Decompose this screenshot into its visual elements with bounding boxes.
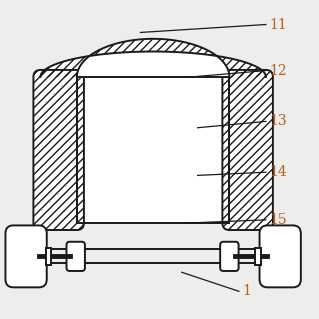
Bar xyxy=(46,248,51,265)
Bar xyxy=(256,248,261,265)
Text: 15: 15 xyxy=(269,213,287,227)
Bar xyxy=(77,77,229,223)
Text: 11: 11 xyxy=(269,18,287,32)
Text: 14: 14 xyxy=(269,165,287,179)
Text: 1: 1 xyxy=(242,284,251,298)
FancyBboxPatch shape xyxy=(33,70,84,230)
FancyBboxPatch shape xyxy=(222,70,273,230)
Polygon shape xyxy=(77,39,229,77)
Text: 12: 12 xyxy=(269,63,287,78)
Polygon shape xyxy=(41,51,266,77)
Text: 13: 13 xyxy=(269,115,287,128)
FancyBboxPatch shape xyxy=(260,226,301,287)
FancyBboxPatch shape xyxy=(66,242,85,271)
FancyBboxPatch shape xyxy=(5,226,47,287)
FancyBboxPatch shape xyxy=(220,242,239,271)
